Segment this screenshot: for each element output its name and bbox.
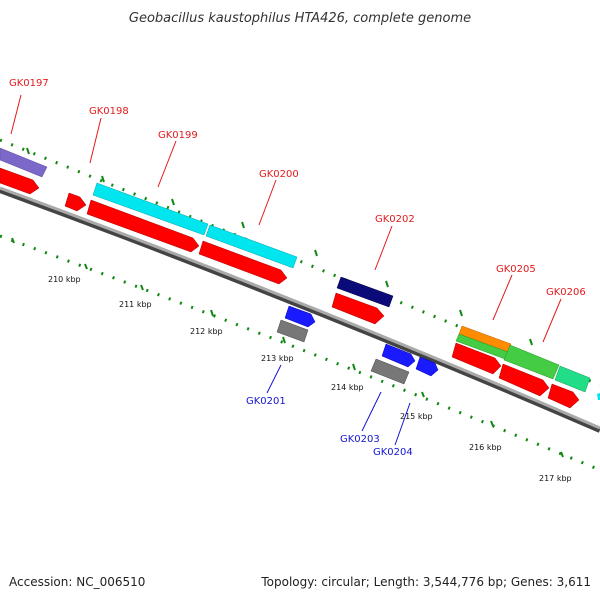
major-tick (314, 249, 318, 257)
gene-GK0203-rna[interactable] (370, 358, 410, 385)
gene-GK0202[interactable] (336, 276, 394, 308)
gene-label-GK0203[interactable]: GK0203 (340, 434, 380, 445)
reverse-labels: GK0201 GK0203 GK0204 (246, 396, 413, 458)
label-leader (266, 364, 282, 394)
major-tick (490, 420, 494, 427)
cds-arrow[interactable] (451, 342, 502, 375)
gene-GK0199[interactable] (92, 182, 209, 236)
gene-edge-fragment (597, 393, 600, 400)
cds-arrows (0, 167, 580, 409)
gene-GK0201-rna[interactable] (276, 319, 309, 343)
major-tick (459, 309, 463, 317)
accession-text: Accession: NC_006510 (9, 575, 145, 589)
topology-text: Topology: circular; Length: 3,544,776 bp… (260, 575, 591, 589)
kbp-label: 215 kbp (400, 412, 433, 421)
forward-label-leaders (10, 94, 562, 343)
kbp-labels: 210 kbp 211 kbp 212 kbp 213 kbp 214 kbp … (48, 275, 572, 483)
outer-major-ticks (26, 147, 533, 346)
major-tick (11, 237, 15, 244)
cds-arrow[interactable] (331, 292, 385, 325)
label-leader (492, 274, 513, 321)
gene-label-GK0204[interactable]: GK0204 (373, 447, 413, 458)
gene-label-GK0199[interactable]: GK0199 (158, 130, 198, 141)
label-leader (157, 140, 177, 188)
label-leader (361, 391, 382, 432)
major-tick (352, 363, 356, 371)
gene-label-GK0201[interactable]: GK0201 (246, 396, 286, 407)
label-leader (374, 225, 393, 271)
cds-arrow[interactable] (547, 383, 580, 409)
forward-labels: GK0197 GK0198 GK0199 GK0200 GK0202 GK020… (9, 78, 586, 298)
cds-arrow[interactable] (86, 199, 200, 253)
gene-segment[interactable] (503, 344, 560, 380)
major-tick (101, 175, 105, 183)
major-tick (421, 391, 425, 398)
gene-label-GK0206[interactable]: GK0206 (546, 287, 586, 298)
genome-backbone (0, 186, 600, 430)
gene-GK0197[interactable] (0, 147, 48, 178)
major-tick (210, 309, 214, 317)
gene-GK0204[interactable] (415, 356, 439, 377)
label-leader (542, 298, 562, 343)
major-tick (140, 284, 144, 291)
inner-tick-ring (0, 234, 600, 472)
backbone-shadow (0, 187, 600, 433)
major-ticks (11, 237, 564, 458)
major-tick (385, 280, 389, 288)
major-tick (529, 338, 533, 346)
kbp-label: 213 kbp (261, 354, 294, 363)
gene-GK0206[interactable] (554, 365, 591, 393)
major-tick (84, 263, 88, 270)
label-leader (258, 179, 277, 226)
cds-arrow[interactable] (498, 363, 550, 397)
map-title: Geobacillus kaustophilus HTA426, complet… (129, 11, 471, 26)
kbp-label: 210 kbp (48, 275, 81, 284)
label-leader (89, 117, 102, 164)
kbp-label: 216 kbp (469, 443, 502, 452)
kbp-label: 211 kbp (119, 300, 152, 309)
reverse-genes (276, 305, 439, 385)
kbp-label: 217 kbp (539, 474, 572, 483)
label-leader (394, 402, 411, 446)
gene-label-GK0205[interactable]: GK0205 (496, 264, 536, 275)
major-tick (171, 198, 175, 206)
gene-GK0200[interactable] (205, 224, 298, 269)
forward-genes (0, 147, 591, 393)
inner-minor-ticks (0, 234, 600, 472)
cds-arrow[interactable] (64, 192, 87, 212)
major-tick (241, 221, 245, 229)
cds-arrow[interactable] (198, 240, 288, 285)
gene-GK0203[interactable] (381, 343, 416, 368)
major-tick (26, 147, 30, 155)
cds-arrow[interactable] (0, 167, 40, 195)
label-leader (10, 94, 22, 135)
gene-label-GK0197[interactable]: GK0197 (9, 78, 49, 89)
gene-label-GK0200[interactable]: GK0200 (259, 169, 299, 180)
kbp-label: 212 kbp (190, 327, 223, 336)
major-tick (282, 336, 286, 344)
gene-label-GK0198[interactable]: GK0198 (89, 106, 129, 117)
gene-label-GK0202[interactable]: GK0202 (375, 214, 415, 225)
kbp-label: 214 kbp (331, 383, 364, 392)
reverse-label-leaders (266, 364, 411, 446)
major-tick (560, 451, 564, 458)
gene-GK0201[interactable] (284, 305, 316, 328)
